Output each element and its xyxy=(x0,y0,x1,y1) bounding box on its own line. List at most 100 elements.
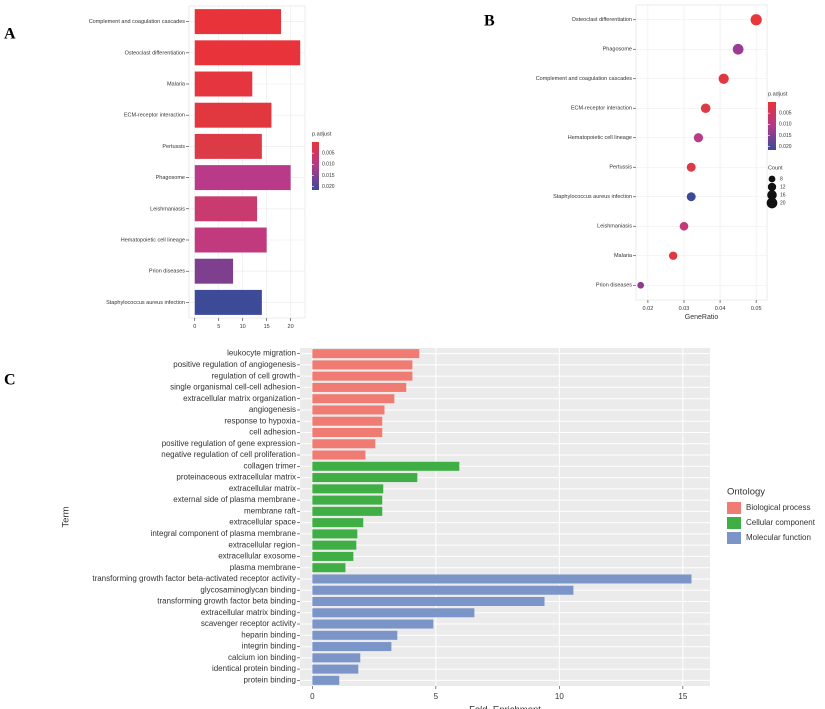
y-tick-label: Osteoclast differentiation xyxy=(125,50,185,56)
y-tick-label: integrin binding xyxy=(242,642,296,651)
bar xyxy=(194,71,253,97)
x-tick-label: 15 xyxy=(678,692,687,701)
y-tick-label: membrane raft xyxy=(244,506,297,515)
bar xyxy=(312,596,545,607)
bar xyxy=(312,551,354,561)
y-tick-label: glycosaminoglycan binding xyxy=(200,585,296,594)
y-tick-label: Malaria xyxy=(614,253,633,259)
y-tick-label: positive regulation of gene expression xyxy=(162,439,296,448)
y-tick-label: identical protein binding xyxy=(212,664,296,673)
bar xyxy=(194,165,291,191)
bar xyxy=(194,102,272,128)
y-tick-label: external side of plasma membrane xyxy=(173,495,296,504)
panel-letter: B xyxy=(484,13,495,30)
y-tick-label: Hematopoietic cell lineage xyxy=(121,237,185,243)
y-tick-label: heparin binding xyxy=(241,630,296,639)
legend-swatch xyxy=(727,517,741,529)
plot-background xyxy=(635,4,768,301)
colorbar-tick-label: 0.010 xyxy=(779,122,792,128)
size-legend-label: 8 xyxy=(780,176,783,182)
x-tick-label: 0.03 xyxy=(679,306,690,312)
legend-title: p.adjust xyxy=(768,91,788,97)
colorbar-tick-label: 0.015 xyxy=(779,133,792,139)
dot xyxy=(686,192,696,202)
y-tick-label: Complement and coagulation cascades xyxy=(536,76,633,82)
size-legend-dot xyxy=(767,190,777,200)
size-legend-dot xyxy=(767,182,777,192)
bar xyxy=(312,619,434,629)
bar xyxy=(312,450,366,460)
y-tick-label: angiogenesis xyxy=(249,405,296,414)
bar xyxy=(312,382,407,392)
dot xyxy=(693,133,704,143)
y-tick-label: extracellular matrix binding xyxy=(201,608,296,617)
x-tick-label: 5 xyxy=(217,324,220,330)
bar xyxy=(312,608,475,618)
y-tick-label: Pertussis xyxy=(162,144,185,150)
y-tick-label: ECM-receptor interaction xyxy=(124,113,185,119)
y-tick-label: response to hypoxia xyxy=(224,416,296,425)
y-tick-label: Complement and coagulation cascades xyxy=(89,19,186,25)
bar xyxy=(194,196,258,222)
y-tick-label: Staphylococcus aureus infection xyxy=(553,194,632,200)
y-tick-label: plasma membrane xyxy=(230,563,297,572)
legend-swatch xyxy=(727,502,741,514)
x-tick-label: 5 xyxy=(434,692,439,701)
colorbar-tick-label: 0.010 xyxy=(322,162,335,168)
colorbar-tick-label: 0.005 xyxy=(779,110,792,116)
bar xyxy=(312,495,383,505)
x-tick-label: 0.02 xyxy=(643,306,654,312)
y-tick-label: Phagosome xyxy=(603,47,632,53)
plot-background xyxy=(300,348,710,686)
x-tick-label: 0.05 xyxy=(751,306,762,312)
y-tick-label: negative regulation of cell proliferatio… xyxy=(161,450,296,459)
bar xyxy=(312,664,359,674)
y-tick-label: calcium ion binding xyxy=(228,653,296,662)
legend-title: Ontology xyxy=(727,487,765,498)
y-tick-label: collagen trimer xyxy=(244,461,297,470)
bar xyxy=(194,133,262,159)
y-tick-label: Leishmaniasis xyxy=(597,224,632,230)
size-legend-dot xyxy=(768,175,776,183)
y-tick-label: Malaria xyxy=(167,81,186,87)
x-axis-title: Fold_Enrichment xyxy=(469,704,541,709)
dot xyxy=(637,281,645,289)
dot xyxy=(679,221,689,231)
colorbar-tick-label: 0.015 xyxy=(322,173,335,179)
y-tick-label: Phagosome xyxy=(156,175,185,181)
colorbar-tick-label: 0.020 xyxy=(322,184,335,190)
bar xyxy=(312,675,340,685)
size-legend-label: 16 xyxy=(780,192,786,198)
bar xyxy=(312,653,361,663)
colorbar-tick-label: 0.005 xyxy=(322,150,335,156)
bar xyxy=(312,473,418,483)
bar xyxy=(312,484,384,494)
y-tick-label: Pertussis xyxy=(609,165,632,171)
bar xyxy=(312,427,383,438)
y-tick-label: ECM-receptor interaction xyxy=(571,106,632,112)
panel-letter: A xyxy=(4,26,16,43)
bar xyxy=(194,9,282,35)
y-tick-label: proteinaceous extracellular matrix xyxy=(176,473,296,482)
bar xyxy=(312,529,358,539)
x-tick-label: 0 xyxy=(310,692,315,701)
y-tick-label: Leishmaniasis xyxy=(150,206,185,212)
dot xyxy=(700,103,711,114)
legend-label: Cellular component xyxy=(746,518,816,527)
x-tick-label: 10 xyxy=(555,692,564,701)
x-tick-label: 15 xyxy=(264,324,270,330)
y-tick-label: protein binding xyxy=(244,675,296,684)
bar xyxy=(312,563,346,573)
panel-letter: C xyxy=(4,372,16,389)
colorbar xyxy=(312,142,319,190)
bar xyxy=(312,461,460,471)
y-tick-label: single organismal cell-cell adhesion xyxy=(170,383,296,392)
dot xyxy=(732,43,744,55)
bar xyxy=(312,518,364,528)
y-tick-label: extracellular region xyxy=(228,540,296,549)
y-tick-label: regulation of cell growth xyxy=(212,371,297,380)
y-tick-label: Hematopoietic cell lineage xyxy=(568,135,632,141)
y-tick-label: extracellular space xyxy=(229,518,296,527)
legend-swatch xyxy=(727,532,741,544)
